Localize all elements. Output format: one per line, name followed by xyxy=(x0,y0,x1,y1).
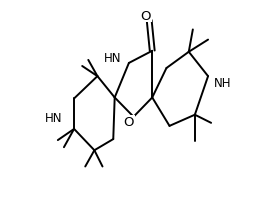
Text: HN: HN xyxy=(104,52,122,65)
Text: HN: HN xyxy=(45,112,63,125)
Text: O: O xyxy=(141,10,151,23)
Text: O: O xyxy=(124,116,134,129)
Text: NH: NH xyxy=(214,76,231,89)
